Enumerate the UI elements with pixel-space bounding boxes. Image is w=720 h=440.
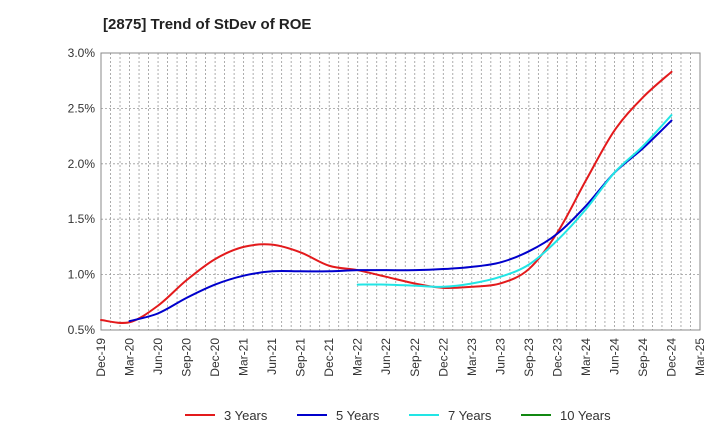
legend-label: 3 Years — [224, 408, 268, 423]
x-tick-label: Mar-23 — [465, 338, 479, 376]
grid — [101, 53, 700, 330]
x-tick-label: Jun-22 — [379, 338, 393, 375]
x-tick-label: Mar-20 — [123, 338, 137, 376]
x-tick-label: Sep-24 — [636, 338, 650, 377]
y-tick-label: 3.0% — [68, 46, 96, 60]
legend-label: 5 Years — [336, 408, 380, 423]
x-tick-label: Dec-20 — [208, 338, 222, 377]
x-tick-label: Sep-22 — [408, 338, 422, 377]
y-tick-label: 2.5% — [68, 101, 96, 115]
legend-label: 7 Years — [448, 408, 492, 423]
x-tick-label: Dec-24 — [664, 338, 678, 377]
x-tick-label: Jun-20 — [151, 338, 165, 375]
series-lines — [100, 70, 673, 324]
y-tick-label: 0.5% — [68, 323, 96, 337]
series-line-7-years — [356, 114, 673, 288]
y-tick-label: 2.0% — [68, 157, 96, 171]
x-tick-label: Sep-21 — [294, 338, 308, 377]
x-tick-label: Mar-25 — [693, 338, 707, 376]
x-tick-label: Dec-19 — [94, 338, 108, 377]
x-tick-label: Mar-22 — [351, 338, 365, 376]
x-tick-label: Jun-21 — [265, 338, 279, 375]
series-line-5-years — [128, 119, 673, 323]
x-tick-label: Jun-23 — [493, 338, 507, 375]
y-axis-ticks: 0.5% 1.0% 1.5% 2.0% 2.5% 3.0% — [68, 46, 96, 337]
x-tick-label: Sep-20 — [180, 338, 194, 377]
y-tick-label: 1.5% — [68, 212, 96, 226]
x-tick-label: Jun-24 — [607, 338, 621, 375]
x-tick-label: Dec-23 — [550, 338, 564, 377]
x-tick-label: Dec-22 — [436, 338, 450, 377]
legend: 3 Years 5 Years 7 Years 10 Years — [185, 408, 611, 423]
y-tick-label: 1.0% — [68, 268, 96, 282]
x-axis-ticks: Dec-19 Mar-20 Jun-20 Sep-20 Dec-20 Mar-21 Jun-… — [94, 338, 707, 377]
series-line-3-years — [100, 70, 673, 324]
x-tick-label: Sep-23 — [522, 338, 536, 377]
legend-label: 10 Years — [560, 408, 611, 423]
x-tick-label: Dec-21 — [322, 338, 336, 377]
chart-title: [2875] Trend of StDev of ROE — [103, 16, 311, 33]
x-tick-label: Mar-21 — [237, 338, 251, 376]
plot-frame — [100, 52, 701, 331]
x-tick-label: Mar-24 — [579, 338, 593, 376]
